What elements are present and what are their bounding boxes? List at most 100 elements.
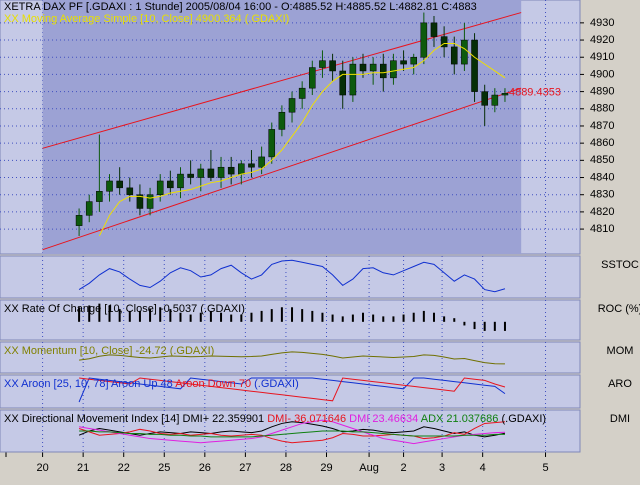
candle-body — [329, 60, 336, 72]
legend-entry: XX Aroon [25, 10, 78] Aroon Up 48 — [4, 378, 175, 390]
y-tick-label: 4890 — [590, 86, 614, 98]
bar — [230, 314, 233, 322]
panel-label: MOM — [607, 345, 634, 357]
panel-background — [0, 341, 581, 374]
x-tick-label: Aug — [359, 462, 379, 474]
y-tick-label: 4930 — [590, 17, 614, 29]
bar — [341, 316, 344, 322]
bar — [98, 303, 101, 322]
bar — [483, 321, 486, 331]
panel-background — [0, 409, 581, 453]
candle-body — [309, 67, 316, 89]
bar — [179, 312, 182, 322]
bar — [453, 318, 456, 322]
candle-body — [75, 215, 83, 226]
candle-body — [207, 168, 215, 178]
legend-entry: XX Momentum [10, Close] -24.72 (.GDAXI) — [4, 345, 214, 357]
legend-entry: XX Rate Of Change [10, Close] -0.5037 (.… — [4, 303, 245, 315]
bar — [412, 312, 415, 322]
indicator-line — [79, 430, 505, 438]
legend-entry: XX Directional Movement Index [14] DMI+ … — [4, 413, 267, 425]
bar — [169, 309, 172, 322]
indicator-line — [79, 351, 505, 365]
candle-body — [400, 60, 407, 65]
bar — [240, 314, 243, 322]
panel-background — [0, 299, 581, 341]
y-tick-label: 4820 — [590, 206, 614, 218]
bar — [78, 307, 81, 322]
bar — [392, 316, 395, 322]
legend: XX Directional Movement Index [14] DMI+ … — [4, 413, 546, 425]
y-tick-label: 4860 — [590, 137, 614, 149]
y-tick-label: 4840 — [590, 171, 614, 183]
bar — [108, 305, 111, 322]
bar — [463, 321, 466, 326]
moving-average-line — [98, 42, 506, 237]
candle-body — [430, 22, 438, 37]
candle-body — [126, 187, 134, 195]
legend-entry: DMI- 36.071646 — [267, 413, 349, 425]
channel-line — [42, 12, 522, 149]
candle-body — [248, 163, 255, 168]
bar — [402, 314, 405, 322]
candle-body — [288, 98, 296, 113]
candle-body — [410, 56, 417, 65]
x-tick-label: 2 — [401, 462, 407, 474]
bar — [321, 312, 324, 322]
candle-body — [471, 39, 478, 92]
y-tick-label: 4870 — [590, 120, 614, 132]
x-tick-label: 28 — [280, 462, 292, 474]
candle-body — [227, 166, 235, 175]
panel-label: ARO — [608, 378, 632, 390]
x-tick-label: 26 — [199, 462, 211, 474]
bar — [149, 309, 152, 322]
y-tick-label: 4810 — [590, 223, 614, 235]
indicator-line — [78, 421, 506, 444]
bar — [443, 316, 446, 322]
candle-body — [481, 91, 488, 106]
bar — [311, 310, 314, 322]
x-tick-label: 25 — [158, 462, 170, 474]
bar — [432, 312, 435, 322]
candle-body — [420, 22, 428, 58]
candle-body — [187, 173, 194, 178]
candle-body — [390, 60, 397, 79]
legend-entry: DMI 23.46634 — [349, 413, 421, 425]
chart-title: XETRA DAX PF [.GDAXI : 1 Stunde] 2005/08… — [4, 1, 477, 13]
panel-label: SSTOC — [601, 259, 639, 271]
legend-entry: Aroon Down 70 — [175, 378, 254, 390]
candle-body — [359, 63, 367, 72]
bar — [270, 309, 273, 322]
candle-body — [177, 173, 184, 189]
legend-entry: XX Moving Average Simple [10, Close] 490… — [4, 13, 289, 25]
bar — [128, 310, 131, 322]
panel-label: ROC (%) — [598, 303, 640, 315]
x-tick-label: 3 — [439, 462, 445, 474]
candle-body — [146, 194, 154, 209]
x-tick-label: 22 — [118, 462, 130, 474]
bar — [280, 307, 283, 322]
candle-body — [167, 180, 174, 189]
candle-body — [278, 111, 286, 130]
legend: XX Momentum [10, Close] -24.72 (.GDAXI) — [4, 345, 214, 357]
candle-body — [106, 180, 113, 192]
bar — [493, 321, 496, 331]
x-tick-label: 20 — [36, 462, 48, 474]
bar — [118, 309, 121, 322]
y-tick-label: 4850 — [590, 154, 614, 166]
legend: XX Rate Of Change [10, Close] -0.5037 (.… — [4, 303, 245, 315]
x-tick-label: 5 — [542, 462, 548, 474]
candle-body — [379, 63, 387, 79]
bar — [473, 321, 476, 330]
bar — [301, 309, 304, 322]
legend: XX Moving Average Simple [10, Close] 490… — [4, 13, 289, 25]
bar — [88, 305, 91, 322]
bar — [503, 321, 506, 331]
x-axis-band — [0, 452, 640, 480]
bar — [260, 310, 263, 322]
bar — [362, 312, 365, 322]
candle-body — [440, 36, 448, 48]
candle-body — [491, 94, 499, 106]
candle-body — [298, 87, 306, 99]
